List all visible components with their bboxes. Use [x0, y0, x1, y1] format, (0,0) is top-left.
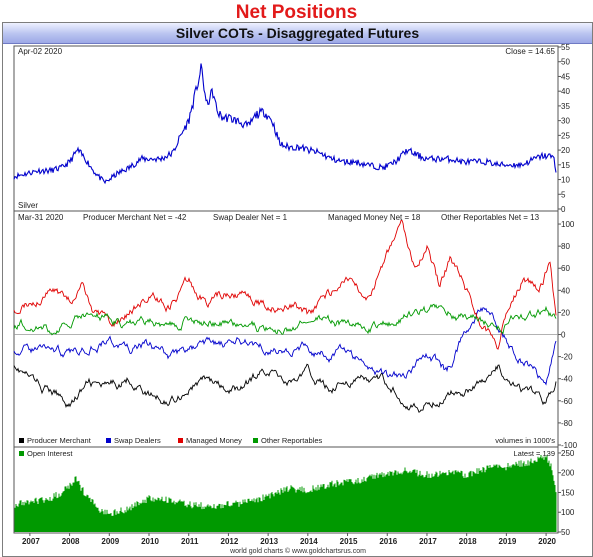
- legend-label: Managed Money: [186, 436, 242, 445]
- year-label: 2015: [340, 537, 358, 546]
- year-label: 2007: [22, 537, 40, 546]
- oi-tick-label: 250: [561, 449, 575, 458]
- price-close-label: Close = 14.65: [505, 47, 555, 56]
- oi-tick-label: 200: [561, 469, 575, 478]
- net-tick-label: -20: [561, 353, 573, 362]
- price-tick-label: 10: [561, 176, 570, 185]
- net-line: [13, 307, 557, 386]
- year-label: 2013: [260, 537, 278, 546]
- net-line: [13, 363, 557, 413]
- net-line: [13, 220, 557, 350]
- chart-header: Silver COTs - Disaggregated Futures: [3, 23, 592, 44]
- price-date-label: Apr-02 2020: [18, 47, 63, 56]
- page-title: Net Positions: [235, 2, 358, 23]
- oi-tick-label: 150: [561, 488, 575, 497]
- net-tick-label: 100: [561, 220, 575, 229]
- price-tick-label: 45: [561, 72, 570, 81]
- plot-border: [13, 45, 559, 534]
- year-label: 2020: [538, 537, 556, 546]
- oi-tick-label: 100: [561, 508, 575, 517]
- legend-label: Open Interest: [27, 449, 73, 458]
- net-tick-label: 40: [561, 286, 570, 295]
- year-label: 2014: [300, 537, 318, 546]
- net-tick-label: -100: [561, 441, 578, 450]
- net-line: [13, 303, 557, 336]
- net-tick-label: -60: [561, 397, 573, 406]
- legend-swatch: [178, 438, 183, 443]
- legend-swatch: [106, 438, 111, 443]
- year-label: 2018: [459, 537, 477, 546]
- net-header-label: Swap Dealer Net = 1: [213, 213, 288, 222]
- year-label: 2017: [419, 537, 437, 546]
- net-header-label: Managed Money Net = 18: [328, 213, 421, 222]
- year-label: 2011: [181, 537, 199, 546]
- year-label: 2012: [221, 537, 239, 546]
- price-tick-label: 20: [561, 146, 570, 155]
- price-tick-label: 40: [561, 87, 570, 96]
- net-tick-label: 60: [561, 264, 570, 273]
- net-tick-label: 80: [561, 242, 570, 251]
- chart-frame: Silver COTs - Disaggregated Futures 0 5 10…: [2, 22, 593, 557]
- net-tick-label: 0: [561, 331, 566, 340]
- price-tick-label: 55: [561, 43, 570, 52]
- net-date-label: Mar-31 2020: [18, 213, 64, 222]
- price-symbol-label: Silver: [18, 201, 38, 210]
- price-tick-label: 25: [561, 131, 570, 140]
- credit-label: world gold charts © www.goldchartsrus.co…: [229, 547, 366, 555]
- net-units-note: volumes in 1000's: [495, 436, 555, 445]
- price-tick-label: 50: [561, 58, 570, 67]
- net-tick-label: 20: [561, 308, 570, 317]
- price-tick-label: 15: [561, 161, 570, 170]
- price-line: [13, 63, 557, 185]
- net-tick-label: -40: [561, 375, 573, 384]
- price-tick-label: 5: [561, 190, 566, 199]
- oi-latest-label: Latest = 139: [514, 449, 556, 458]
- oi-tick-label: 50: [561, 528, 570, 537]
- chart-svg: 0 5 10 15 20 25 30 35 40 45 50 55 Apr-02 2020 Close =…: [13, 43, 578, 555]
- net-header-label: Producer Merchant Net = -42: [83, 213, 187, 222]
- legend-swatch: [19, 451, 24, 456]
- net-tick-label: -80: [561, 419, 573, 428]
- year-label: 2008: [62, 537, 80, 546]
- legend-swatch: [19, 438, 24, 443]
- price-tick-label: 30: [561, 117, 570, 126]
- year-label: 2010: [141, 537, 159, 546]
- price-tick-label: 35: [561, 102, 570, 111]
- year-label: 2019: [498, 537, 516, 546]
- year-label: 2009: [101, 537, 119, 546]
- legend-label: Swap Dealers: [114, 436, 161, 445]
- legend-swatch: [253, 438, 258, 443]
- year-label: 2016: [379, 537, 397, 546]
- oi-bars: [14, 455, 557, 532]
- legend-label: Other Reportables: [261, 436, 323, 445]
- price-tick-label: 0: [561, 205, 566, 214]
- legend-label: Producer Merchant: [27, 436, 92, 445]
- net-header-label: Other Reportables Net = 13: [441, 213, 540, 222]
